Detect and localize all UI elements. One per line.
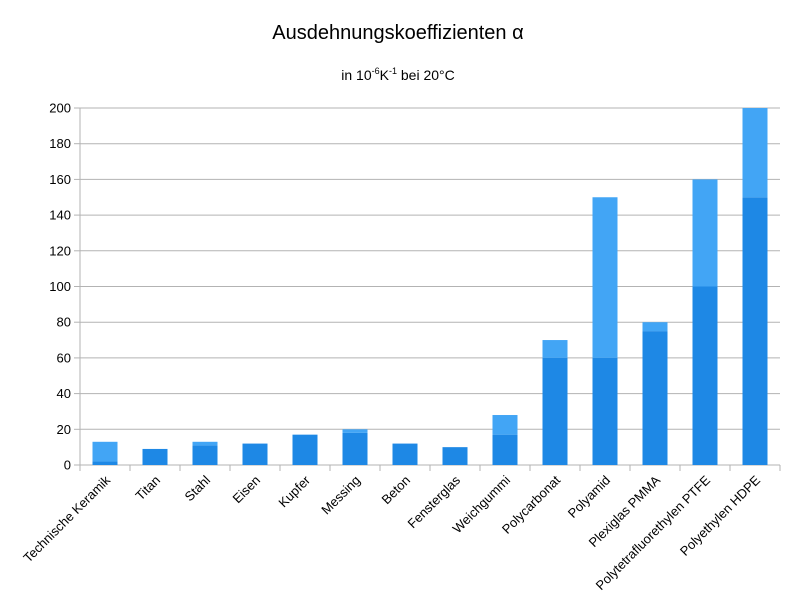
bar-segment	[592, 197, 618, 358]
bar-segment	[592, 357, 618, 465]
chart-subtitle: in 10-6K-1 bei 20°C	[0, 66, 796, 83]
y-tick-label: 0	[64, 458, 71, 473]
bar-segment	[742, 108, 768, 198]
bar-segment	[492, 434, 518, 465]
y-tick-label: 60	[57, 350, 71, 365]
subtitle-suffix: bei 20°C	[396, 67, 455, 83]
bar-segment	[642, 331, 668, 465]
bars	[92, 108, 768, 465]
bar-segment	[142, 448, 168, 465]
chart-title: Ausdehnungskoeffizienten α	[272, 22, 524, 44]
y-axis: 0 20 40 60 80 100 120 140 160 180 200	[49, 101, 71, 473]
x-category-label: Beton	[378, 473, 413, 508]
y-tick-label: 120	[49, 243, 71, 258]
y-tick-label: 40	[57, 386, 71, 401]
y-tick-label: 100	[49, 279, 71, 294]
y-tick-label: 180	[49, 136, 71, 151]
x-category-label: Technische Keramik	[20, 472, 113, 565]
x-category-label: Eisen	[230, 473, 264, 507]
subtitle-prefix: in 10	[341, 67, 372, 83]
x-axis: Technische Keramik Titan Stahl Eisen Kupfer M…	[20, 472, 763, 593]
bar-segment	[292, 434, 318, 465]
y-tick-label: 160	[49, 172, 71, 187]
bar-segment	[642, 322, 668, 332]
bar-segment	[492, 415, 518, 435]
subtitle-unit: K	[379, 67, 389, 83]
x-category-label: Messing	[318, 473, 363, 518]
x-category-label: Titan	[132, 473, 163, 504]
bar-segment	[192, 445, 218, 465]
y-tick-label: 80	[57, 315, 71, 330]
x-category-label: Kupfer	[275, 472, 313, 510]
bar-segment	[542, 357, 568, 465]
subtitle-exponent-1: -6	[371, 66, 380, 76]
x-category-label: Stahl	[182, 472, 214, 504]
bar-segment	[92, 441, 118, 462]
bar-segment	[242, 443, 268, 465]
bar-segment	[342, 429, 368, 433]
bar-segment	[742, 197, 768, 465]
bar-segment	[442, 447, 468, 465]
bar-segment	[92, 461, 118, 465]
y-tick-label: 140	[49, 208, 71, 223]
bar-segment	[542, 340, 568, 358]
bar-segment	[692, 179, 718, 287]
y-tick-label: 200	[49, 101, 71, 116]
grid	[74, 107, 781, 471]
bar-segment	[342, 432, 368, 465]
x-category-label: Polyamid	[565, 473, 613, 521]
subtitle-exponent-2: -1	[388, 66, 397, 76]
bar-segment	[692, 286, 718, 465]
y-tick-label: 20	[57, 422, 71, 437]
bar-segment	[192, 441, 218, 446]
bar-segment	[392, 443, 418, 465]
